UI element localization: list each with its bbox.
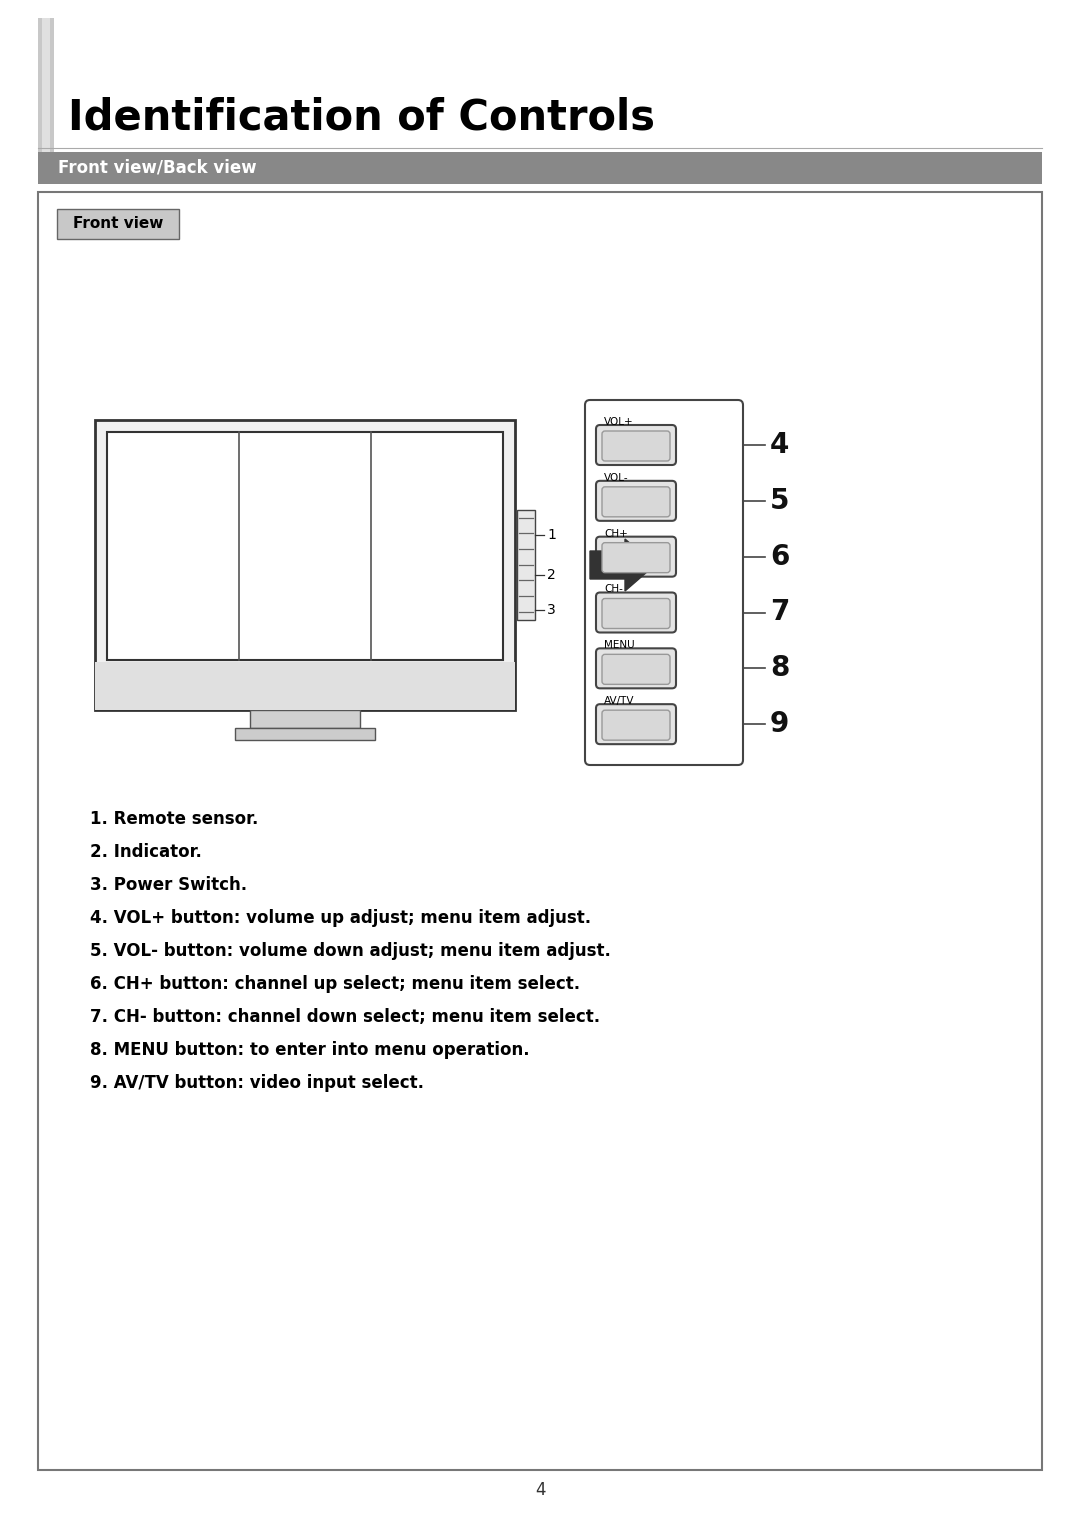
Text: Front view/Back view: Front view/Back view (58, 159, 257, 177)
Text: 1. Remote sensor.: 1. Remote sensor. (90, 809, 258, 828)
Text: CH+: CH+ (604, 528, 627, 539)
FancyBboxPatch shape (596, 649, 676, 689)
FancyBboxPatch shape (596, 592, 676, 632)
Text: 2: 2 (546, 568, 556, 582)
Text: 7. CH- button: channel down select; menu item select.: 7. CH- button: channel down select; menu… (90, 1008, 600, 1026)
Text: 8: 8 (770, 655, 789, 683)
Text: 6. CH+ button: channel up select; menu item select.: 6. CH+ button: channel up select; menu i… (90, 976, 580, 993)
FancyBboxPatch shape (602, 487, 670, 516)
FancyBboxPatch shape (602, 710, 670, 741)
Bar (95, 663, 515, 710)
Bar (38, 153, 1042, 183)
FancyBboxPatch shape (596, 481, 676, 521)
Text: 3: 3 (546, 603, 556, 617)
Text: Front view: Front view (72, 217, 163, 232)
Bar (249, 710, 360, 728)
Text: AV/TV: AV/TV (604, 696, 635, 705)
Text: 2. Indicator.: 2. Indicator. (90, 843, 202, 861)
FancyBboxPatch shape (602, 599, 670, 629)
Text: 7: 7 (770, 599, 789, 626)
Text: 9. AV/TV button: video input select.: 9. AV/TV button: video input select. (90, 1073, 424, 1092)
Bar (107, 432, 503, 660)
FancyBboxPatch shape (596, 704, 676, 744)
Text: CH-: CH- (604, 585, 623, 594)
Text: 6: 6 (770, 542, 789, 571)
FancyBboxPatch shape (38, 192, 1042, 1471)
Bar (235, 728, 375, 741)
FancyBboxPatch shape (602, 431, 670, 461)
Text: 4: 4 (535, 1481, 545, 1500)
Text: 3. Power Switch.: 3. Power Switch. (90, 876, 247, 893)
Text: MENU: MENU (604, 640, 635, 651)
FancyBboxPatch shape (585, 400, 743, 765)
FancyBboxPatch shape (596, 536, 676, 577)
Text: VOL+: VOL+ (604, 417, 634, 428)
Text: 8. MENU button: to enter into menu operation.: 8. MENU button: to enter into menu opera… (90, 1041, 529, 1060)
FancyBboxPatch shape (602, 655, 670, 684)
Polygon shape (590, 539, 654, 591)
Text: 5: 5 (770, 487, 789, 515)
Bar (38, 18, 54, 163)
Text: 4. VOL+ button: volume up adjust; menu item adjust.: 4. VOL+ button: volume up adjust; menu i… (90, 909, 591, 927)
Text: VOL-: VOL- (604, 473, 629, 483)
Bar (42, 18, 50, 163)
Text: 4: 4 (770, 431, 789, 460)
Text: Identification of Controls: Identification of Controls (68, 98, 654, 139)
FancyBboxPatch shape (57, 209, 179, 240)
Text: 5. VOL- button: volume down adjust; menu item adjust.: 5. VOL- button: volume down adjust; menu… (90, 942, 611, 960)
Bar (517, 510, 535, 620)
Text: 1: 1 (546, 528, 556, 542)
Bar (95, 420, 515, 710)
FancyBboxPatch shape (596, 425, 676, 466)
FancyBboxPatch shape (602, 542, 670, 573)
Text: 9: 9 (770, 710, 789, 738)
